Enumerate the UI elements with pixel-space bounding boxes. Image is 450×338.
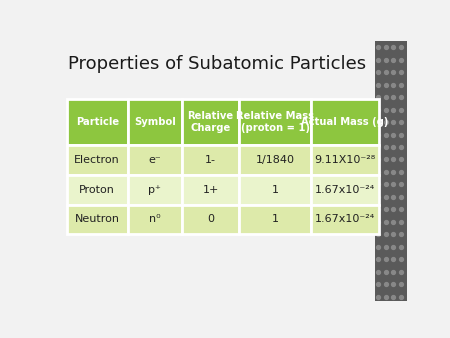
FancyBboxPatch shape [311,175,379,204]
FancyBboxPatch shape [239,145,311,175]
FancyBboxPatch shape [239,204,311,235]
Text: Electron: Electron [74,154,120,165]
FancyBboxPatch shape [182,204,239,235]
Text: 1+: 1+ [202,185,219,195]
Text: Symbol: Symbol [134,117,176,127]
Text: 1/1840: 1/1840 [256,154,295,165]
Text: Particle: Particle [76,117,119,127]
Text: Properties of Subatomic Particles: Properties of Subatomic Particles [68,55,366,73]
FancyBboxPatch shape [239,99,311,145]
Text: e⁻: e⁻ [148,154,161,165]
FancyBboxPatch shape [375,41,407,301]
Text: 1: 1 [272,215,279,224]
Text: 9.11X10⁻²⁸: 9.11X10⁻²⁸ [314,154,375,165]
Text: p⁺: p⁺ [148,185,161,195]
Text: 1-: 1- [205,154,216,165]
Text: Actual Mass (g): Actual Mass (g) [301,117,388,127]
Text: 1.67x10⁻²⁴: 1.67x10⁻²⁴ [315,215,375,224]
Text: n⁰: n⁰ [149,215,161,224]
FancyBboxPatch shape [67,99,128,145]
FancyBboxPatch shape [67,204,128,235]
Text: Relative
Charge: Relative Charge [188,111,234,133]
FancyBboxPatch shape [239,175,311,204]
FancyBboxPatch shape [182,99,239,145]
Text: 1: 1 [272,185,279,195]
FancyBboxPatch shape [311,204,379,235]
FancyBboxPatch shape [182,145,239,175]
FancyBboxPatch shape [67,145,128,175]
FancyBboxPatch shape [128,99,182,145]
FancyBboxPatch shape [128,145,182,175]
FancyBboxPatch shape [128,175,182,204]
Text: Proton: Proton [79,185,115,195]
FancyBboxPatch shape [182,175,239,204]
Text: Neutron: Neutron [75,215,120,224]
Text: Relative Mass
(proton = 1): Relative Mass (proton = 1) [236,111,314,133]
FancyBboxPatch shape [311,99,379,145]
FancyBboxPatch shape [67,175,128,204]
Text: 0: 0 [207,215,214,224]
FancyBboxPatch shape [128,204,182,235]
Text: 1.67x10⁻²⁴: 1.67x10⁻²⁴ [315,185,375,195]
FancyBboxPatch shape [311,145,379,175]
